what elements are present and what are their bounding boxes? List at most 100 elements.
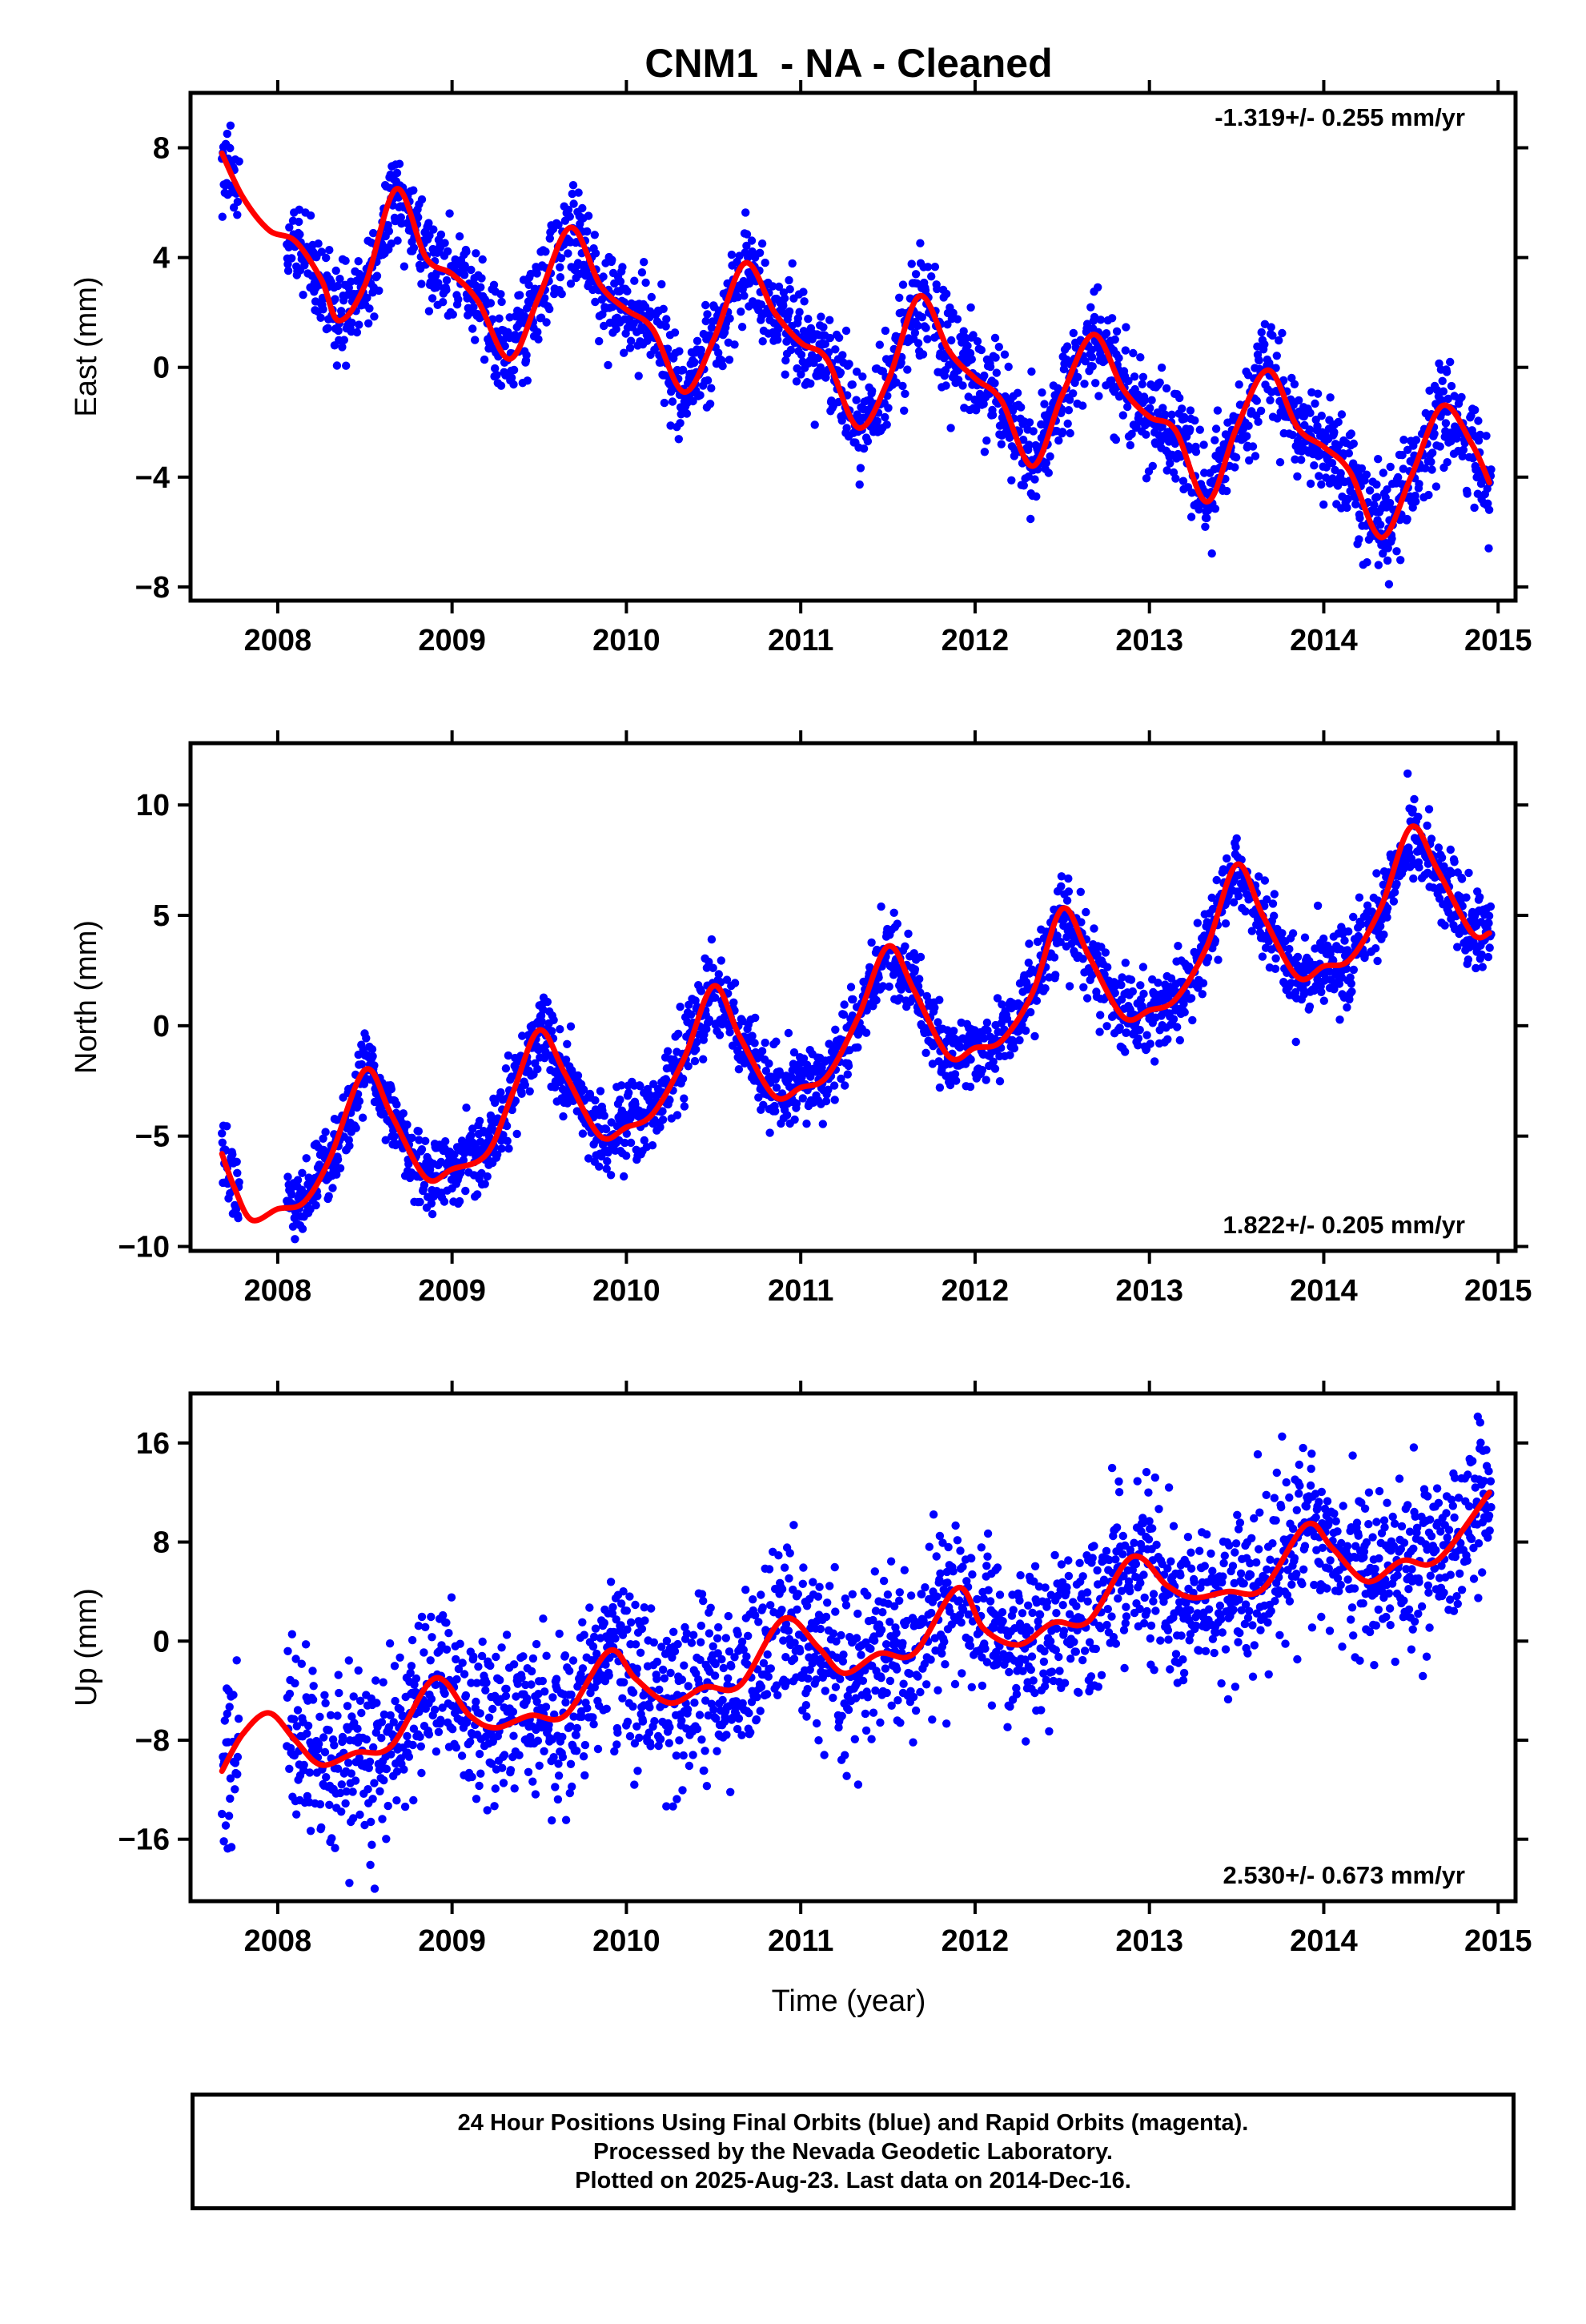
east-point bbox=[1313, 421, 1322, 431]
east-point bbox=[837, 416, 846, 425]
east-point bbox=[574, 188, 583, 197]
north-point bbox=[1079, 983, 1088, 992]
north-y-tick-label: 5 bbox=[153, 899, 170, 933]
up-point bbox=[303, 1729, 311, 1738]
north-point bbox=[549, 1015, 558, 1025]
east-point bbox=[1399, 464, 1408, 473]
up-point bbox=[337, 1780, 346, 1789]
east-point bbox=[1129, 348, 1138, 358]
east-point bbox=[740, 292, 749, 300]
east-point bbox=[1114, 353, 1123, 363]
north-point bbox=[1376, 922, 1385, 931]
up-point bbox=[461, 1691, 471, 1700]
north-point bbox=[584, 1154, 593, 1163]
up-point bbox=[319, 1733, 328, 1742]
east-point bbox=[674, 435, 683, 444]
east-point bbox=[630, 276, 639, 285]
north-point bbox=[600, 1112, 608, 1120]
east-point bbox=[884, 404, 893, 412]
up-point bbox=[233, 1770, 242, 1779]
east-point bbox=[969, 331, 978, 340]
east-point bbox=[657, 279, 666, 289]
north-point bbox=[617, 1081, 626, 1090]
east-point bbox=[1166, 459, 1174, 468]
up-point bbox=[292, 1810, 301, 1819]
up-point bbox=[369, 1743, 378, 1752]
north-point bbox=[476, 1137, 485, 1146]
north-point bbox=[830, 1096, 839, 1104]
up-point bbox=[430, 1705, 440, 1715]
east-point bbox=[578, 203, 587, 213]
east-point bbox=[1376, 521, 1385, 529]
north-point bbox=[674, 1029, 683, 1039]
north-point bbox=[1109, 1011, 1118, 1020]
east-point bbox=[339, 296, 348, 305]
east-point bbox=[1213, 406, 1223, 415]
east-point bbox=[1180, 414, 1189, 423]
up-point bbox=[315, 1739, 323, 1748]
east-point bbox=[848, 380, 857, 389]
east-point bbox=[1112, 327, 1122, 336]
north-point bbox=[707, 935, 717, 944]
east-point bbox=[600, 321, 608, 331]
east-point bbox=[842, 424, 851, 432]
east-point bbox=[1471, 405, 1480, 415]
east-point bbox=[797, 350, 806, 360]
east-point bbox=[1069, 328, 1078, 338]
east-point bbox=[1186, 513, 1196, 521]
north-point bbox=[480, 1180, 489, 1188]
east-point bbox=[472, 249, 480, 258]
east-point bbox=[742, 241, 751, 251]
east-point bbox=[730, 340, 739, 349]
north-point bbox=[1002, 1015, 1012, 1023]
east-point bbox=[1384, 580, 1394, 589]
east-point bbox=[1243, 432, 1251, 440]
north-x-tick-label: 2015 bbox=[1464, 1274, 1532, 1308]
east-point bbox=[409, 186, 418, 195]
east-point bbox=[1305, 425, 1315, 434]
east-y-tick-label: 0 bbox=[153, 352, 170, 385]
north-point bbox=[1234, 891, 1243, 901]
east-point bbox=[868, 386, 877, 396]
north-point bbox=[428, 1209, 437, 1219]
east-rate-label: -1.319+/- 0.255 mm/yr bbox=[1215, 103, 1465, 131]
east-point bbox=[845, 360, 853, 368]
north-point bbox=[1457, 875, 1467, 883]
north-point bbox=[543, 997, 552, 1007]
north-point bbox=[293, 1176, 303, 1184]
north-point bbox=[1232, 834, 1241, 843]
north-point bbox=[841, 1081, 849, 1090]
north-point bbox=[232, 1157, 241, 1167]
north-point bbox=[1349, 912, 1358, 922]
east-point bbox=[701, 300, 710, 310]
east-point bbox=[1251, 452, 1260, 460]
east-point bbox=[1211, 505, 1220, 513]
east-y-tick-label: 8 bbox=[153, 132, 170, 166]
north-point bbox=[1056, 938, 1065, 947]
north-point bbox=[455, 1196, 464, 1206]
up-point bbox=[476, 1769, 485, 1778]
east-point bbox=[1430, 429, 1439, 438]
east-point bbox=[780, 294, 789, 303]
north-point bbox=[483, 1172, 492, 1181]
north-point bbox=[915, 975, 924, 983]
north-point bbox=[1363, 901, 1372, 910]
east-point bbox=[1362, 470, 1371, 479]
east-point bbox=[442, 285, 451, 295]
up-point bbox=[407, 1662, 416, 1671]
north-point bbox=[950, 1070, 960, 1079]
north-point bbox=[998, 1000, 1006, 1009]
east-point bbox=[338, 343, 347, 352]
east-point bbox=[1178, 404, 1186, 413]
up-point bbox=[321, 1699, 330, 1707]
north-point bbox=[1110, 988, 1119, 998]
east-point bbox=[795, 308, 804, 316]
up-point bbox=[448, 1725, 457, 1734]
north-point bbox=[843, 1070, 853, 1079]
east-point bbox=[1443, 458, 1451, 467]
east-point bbox=[1004, 362, 1013, 372]
east-point bbox=[913, 321, 922, 330]
east-point bbox=[590, 231, 599, 239]
north-point bbox=[750, 1039, 759, 1047]
north-point bbox=[1150, 1057, 1159, 1066]
